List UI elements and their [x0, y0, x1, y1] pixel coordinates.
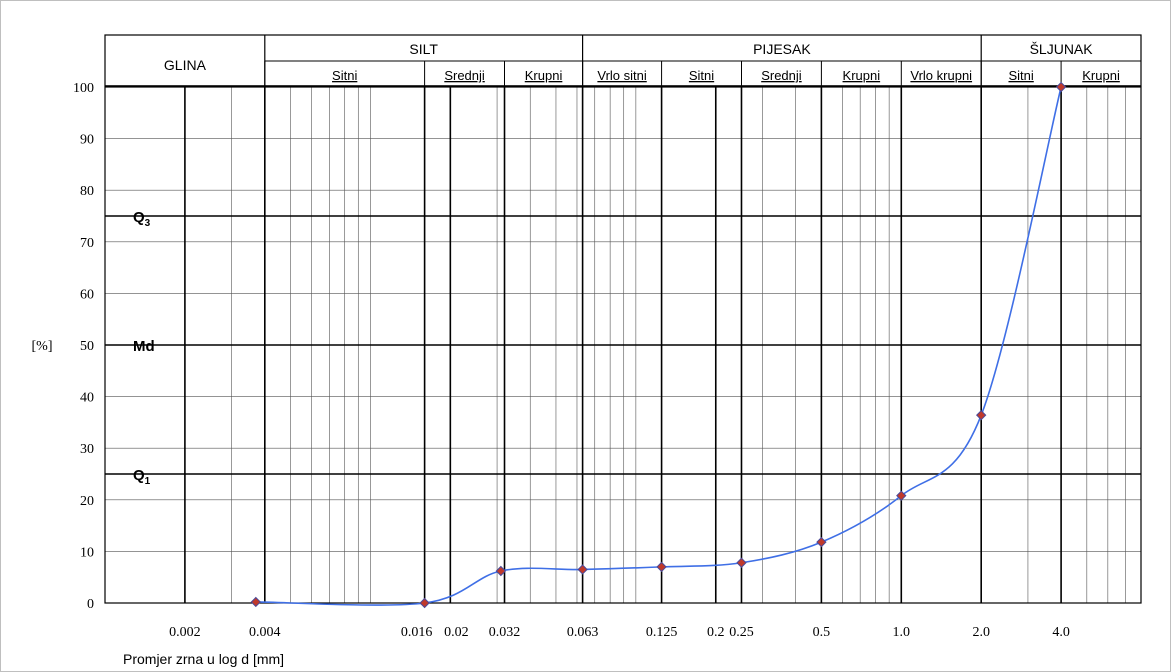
grid-layer — [105, 86, 1141, 604]
x-tick-label-0.016: 0.016 — [401, 625, 433, 640]
data-point-7 — [896, 490, 907, 501]
x-tick-label-0.004: 0.004 — [249, 625, 281, 640]
x-tick-label-0.02: 0.02 — [444, 625, 469, 640]
data-point-1 — [419, 597, 430, 609]
data-series-line — [255, 86, 1062, 606]
header-subclass-4: Sitni — [689, 68, 714, 83]
header-subclass-9: Krupni — [1082, 68, 1120, 83]
x-tick-label-0.125: 0.125 — [646, 625, 678, 640]
header-subclass-0: Sitni — [332, 68, 357, 83]
header-subclass-3: Vrlo sitni — [597, 68, 646, 83]
header-class-2: PIJESAK — [753, 41, 811, 57]
y-tick-label-80: 80 — [80, 184, 94, 199]
x-tick-label-0.25: 0.25 — [729, 625, 754, 640]
header-subclass-8: Sitni — [1008, 68, 1033, 83]
x-tick-label-0.032: 0.032 — [489, 625, 521, 640]
data-point-0 — [250, 596, 262, 608]
x-tick-label-1.0: 1.0 — [893, 625, 911, 640]
x-tick-label-4.0: 4.0 — [1052, 625, 1070, 640]
y-tick-label-20: 20 — [80, 494, 94, 509]
reference-label-q3: Q3 — [133, 209, 151, 229]
x-axis-label: Promjer zrna u log d [mm] — [123, 651, 284, 667]
plot-border — [104, 86, 1142, 604]
data-point-8 — [975, 409, 987, 421]
y-axis-label: [%] — [32, 339, 53, 354]
reference-label-subscript: 3 — [145, 218, 151, 229]
x-tick-label-0.002: 0.002 — [169, 625, 201, 640]
y-tick-label-50: 50 — [80, 339, 94, 354]
header-subclass-2: Krupni — [525, 68, 563, 83]
header-class-3: ŠLJUNAK — [1030, 41, 1094, 57]
reference-label-subscript: 1 — [145, 476, 151, 487]
x-tick-label-0.5: 0.5 — [813, 625, 831, 640]
header-class-0: GLINA — [164, 57, 207, 73]
data-point-5 — [736, 557, 747, 568]
y-tick-label-40: 40 — [80, 391, 94, 406]
header-class-1: SILT — [409, 41, 438, 57]
header-subclass-7: Vrlo krupni — [910, 68, 972, 83]
y-tick-label-10: 10 — [80, 545, 94, 560]
classification-header — [104, 34, 1142, 87]
header-subclass-6: Krupni — [843, 68, 881, 83]
reference-label-md: Md — [133, 338, 155, 355]
y-tick-label-0: 0 — [87, 597, 94, 612]
reference-label-q1: Q1 — [133, 467, 151, 487]
y-tick-label-30: 30 — [80, 442, 94, 457]
data-point-6 — [816, 536, 827, 548]
x-tick-label-2.0: 2.0 — [972, 625, 990, 640]
header-subclass-5: Srednji — [761, 68, 802, 83]
data-point-2 — [495, 565, 507, 577]
y-tick-label-100: 100 — [73, 81, 94, 96]
x-tick-label-0.063: 0.063 — [567, 625, 599, 640]
data-point-4 — [656, 561, 667, 573]
header-subclass-1: Srednji — [444, 68, 485, 83]
y-tick-label-90: 90 — [80, 133, 94, 148]
data-point-9 — [1055, 81, 1067, 93]
y-tick-label-60: 60 — [80, 287, 94, 302]
y-tick-label-70: 70 — [80, 236, 94, 251]
data-point-3 — [577, 564, 588, 575]
x-tick-label-0.2: 0.2 — [707, 625, 725, 640]
